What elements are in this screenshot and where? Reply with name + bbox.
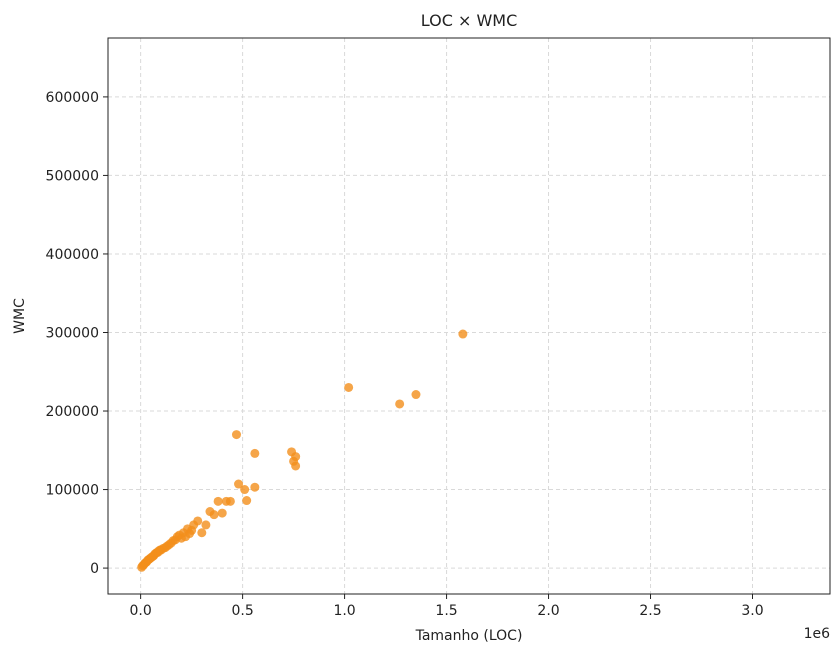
data-point (458, 329, 468, 339)
data-point (217, 508, 227, 518)
data-point (344, 382, 354, 392)
data-point (209, 510, 219, 520)
x-tick-label: 3.0 (741, 603, 763, 619)
x-tick-label: 0.5 (231, 603, 253, 619)
x-axis-offset-text: 1e6 (804, 626, 831, 642)
data-point (234, 479, 244, 489)
x-tick-label: 2.0 (537, 603, 559, 619)
data-point (201, 520, 211, 530)
data-point (225, 496, 235, 506)
data-point (411, 390, 421, 400)
data-point (291, 461, 301, 471)
y-tick-label: 300000 (46, 325, 99, 341)
y-tick-label: 500000 (46, 168, 99, 184)
x-axis-label: Tamanho (LOC) (415, 628, 523, 644)
data-point (213, 496, 223, 506)
x-tick-label: 1.0 (333, 603, 355, 619)
chart-title: LOC × WMC (421, 11, 517, 30)
x-tick-label: 2.5 (639, 603, 661, 619)
grid (108, 38, 830, 594)
data-point (242, 496, 252, 506)
data-points (137, 329, 468, 572)
data-point (291, 452, 301, 462)
y-tick-label: 600000 (46, 90, 99, 106)
plot-frame (107, 37, 831, 595)
data-point (250, 482, 260, 492)
y-tick-label: 200000 (46, 404, 99, 420)
data-point (395, 399, 405, 409)
x-tick-label: 0.0 (129, 603, 151, 619)
data-point (240, 485, 250, 495)
y-axis-ticks: 0 100000 200000 300000 400000 500000 600000 (46, 90, 108, 577)
x-tick-label: 1.5 (435, 603, 457, 619)
data-point (197, 528, 207, 538)
x-axis-ticks: 0.0 0.5 1.0 1.5 2.0 2.5 3.0 (129, 594, 764, 619)
y-tick-label: 0 (90, 561, 99, 577)
data-point (231, 430, 241, 440)
y-tick-label: 400000 (46, 247, 99, 263)
y-axis-label: WMC (12, 298, 28, 334)
data-point (193, 516, 203, 526)
y-tick-label: 100000 (46, 483, 99, 499)
data-point (250, 448, 260, 458)
